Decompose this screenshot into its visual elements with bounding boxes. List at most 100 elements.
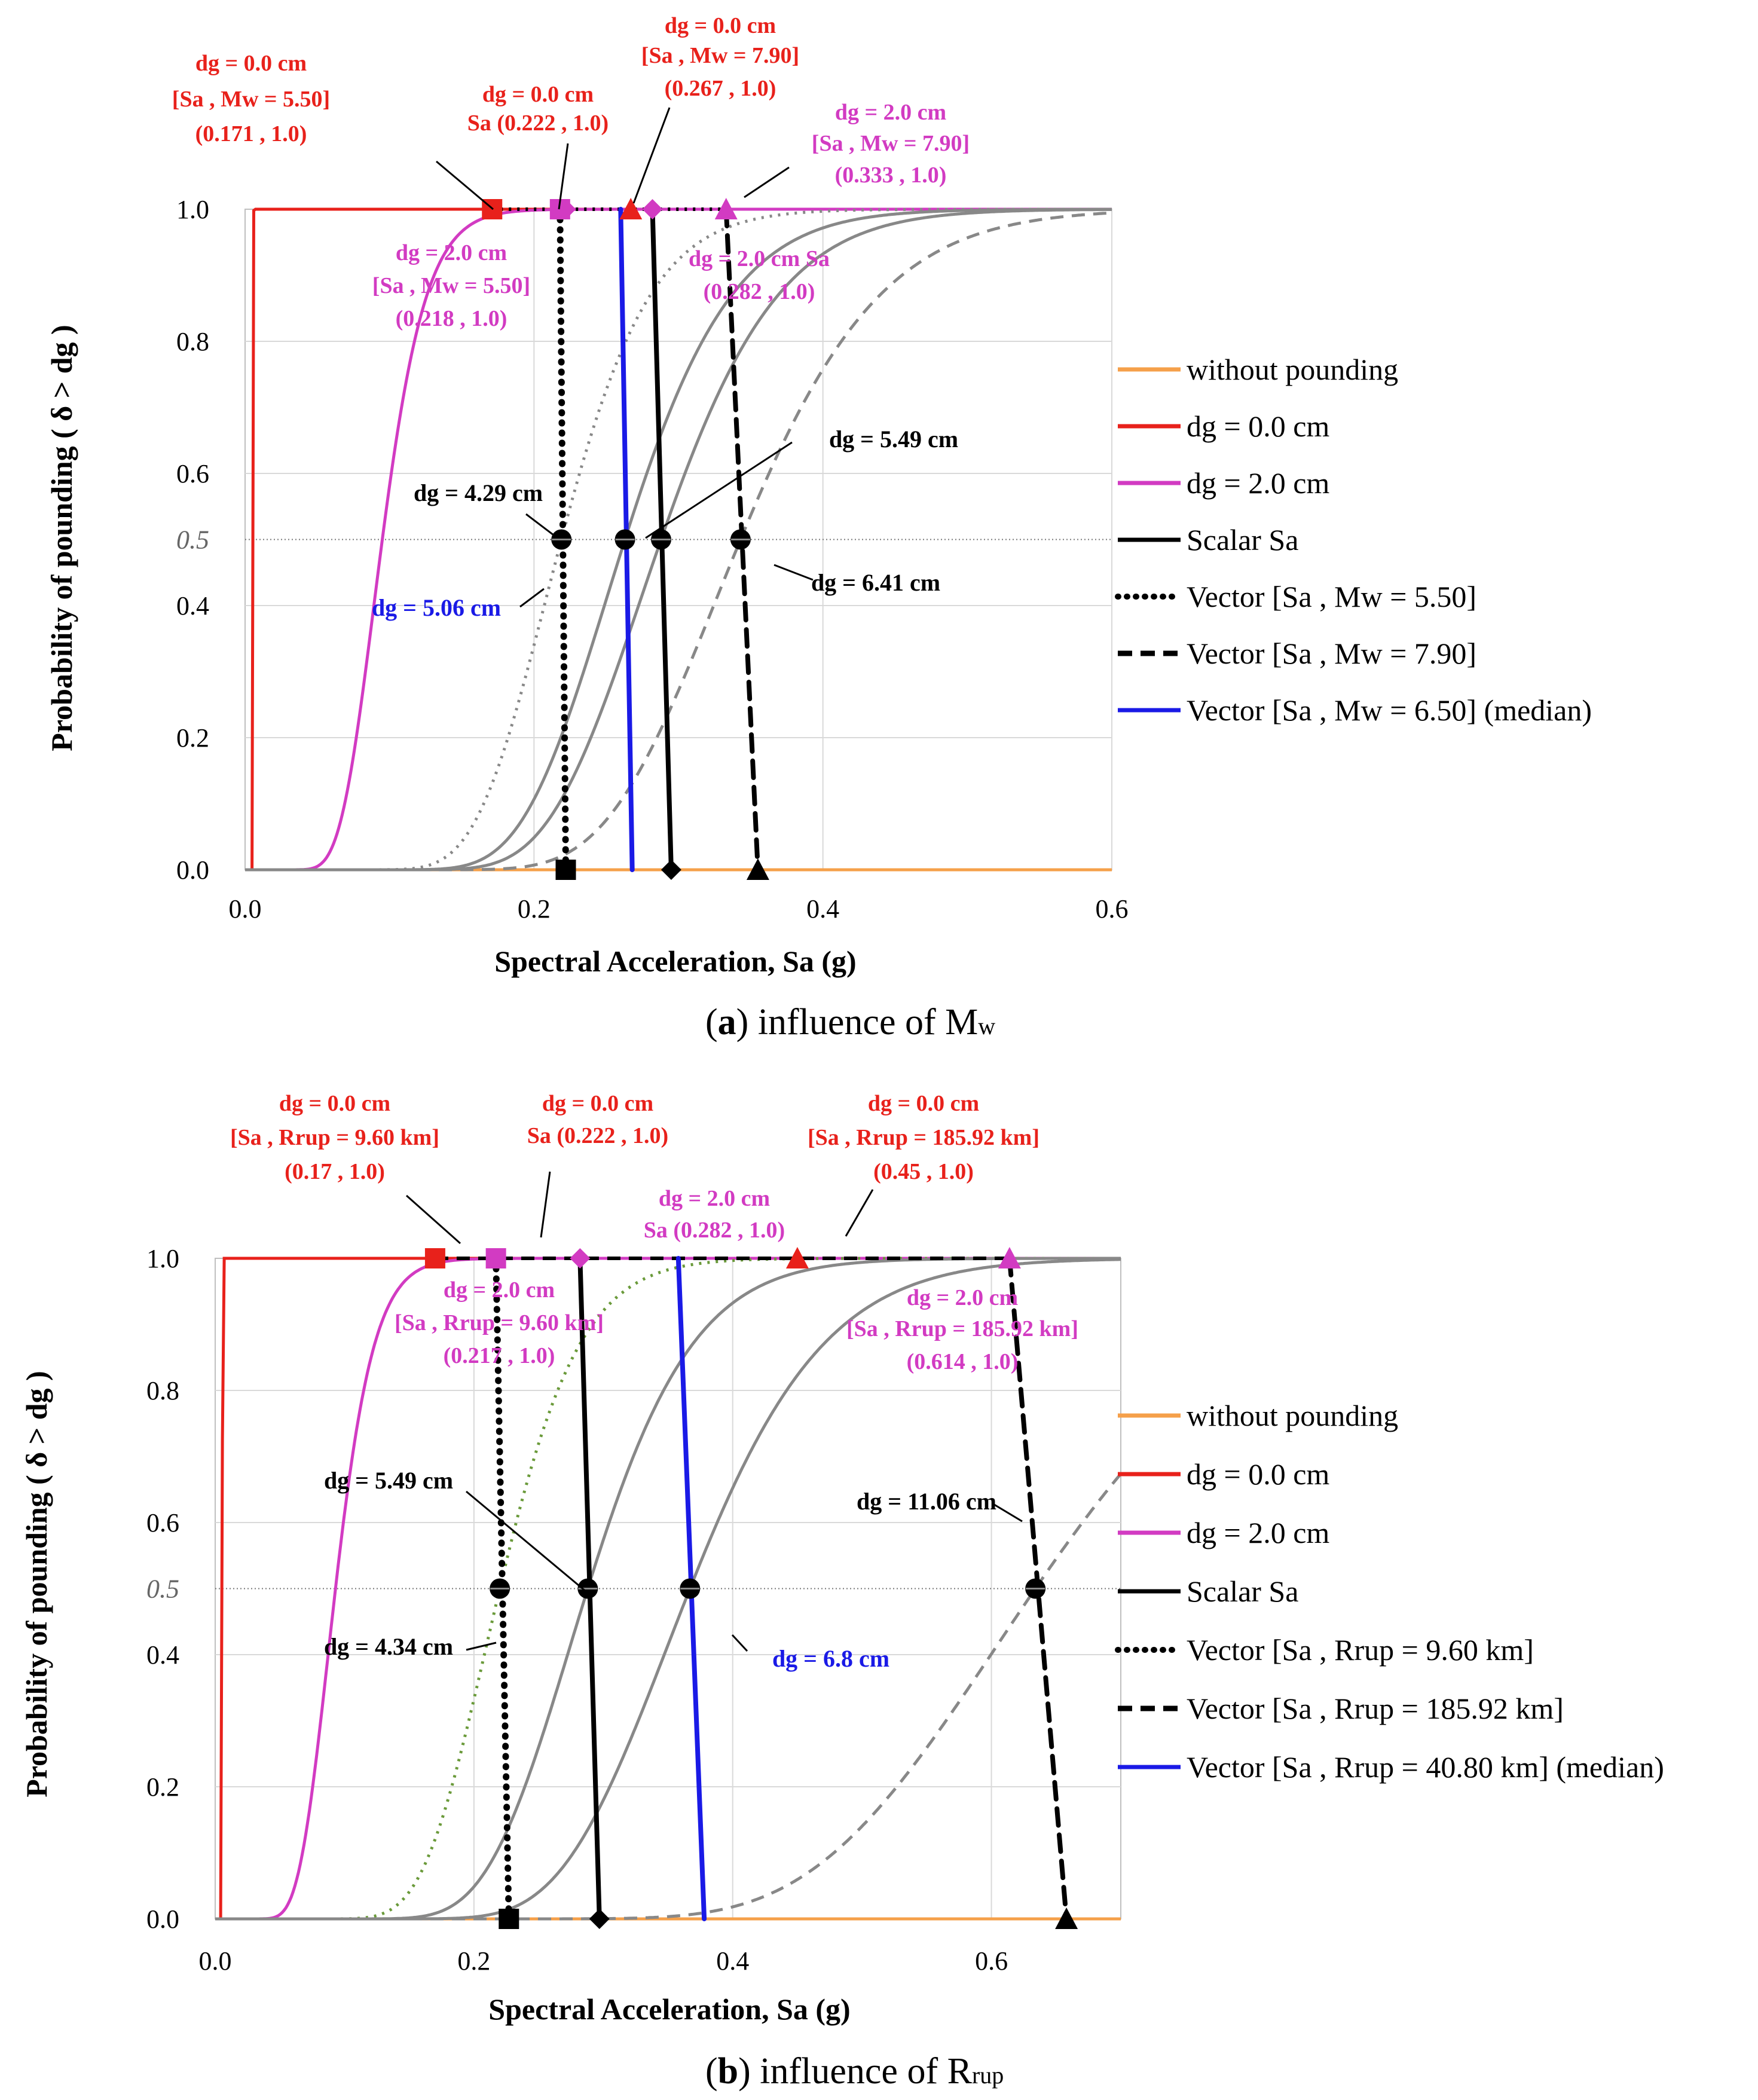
legend-label-3: Scalar Sa xyxy=(1187,1575,1298,1608)
legend-label-6: Vector [Sa , Mw = 6.50] (median) xyxy=(1187,693,1592,727)
legend-label-1: dg = 0.0 cm xyxy=(1187,409,1329,443)
top-marker-4 xyxy=(642,199,663,219)
top-marker-5 xyxy=(714,198,738,219)
annotation-leader-9 xyxy=(992,1502,1023,1523)
legend-label-3: Scalar Sa xyxy=(1187,523,1298,557)
bottom-marker-3 xyxy=(746,858,769,880)
annotation-leader-1 xyxy=(540,1171,551,1238)
annotation-2-line-1: [Sa , Mw = 7.90] xyxy=(641,43,799,68)
y-axis-title: Probability of pounding ( δ > dg ) xyxy=(20,1371,53,1797)
annotation-leader-9 xyxy=(773,564,814,581)
y-tick-label: 0.6 xyxy=(176,459,209,488)
annotation-0-line-0: dg = 0.0 cm xyxy=(195,51,307,76)
top-marker-2 xyxy=(570,1248,591,1268)
annotation-leader-3 xyxy=(744,166,790,198)
annotation-4-line-0: dg = 2.0 cm xyxy=(444,1277,555,1303)
y-tick-label: 0.5 xyxy=(176,525,209,555)
annotation-6-line-0: dg = 5.49 cm xyxy=(324,1467,453,1494)
legend-label-4: Vector [Sa , Mw = 5.50] xyxy=(1187,580,1476,613)
plot-area xyxy=(215,1256,1121,1921)
annotation-1-line-1: Sa (0.222 , 1.0) xyxy=(467,111,609,136)
caption-letter: a xyxy=(718,1002,736,1043)
fragility-curve-6 xyxy=(245,211,1112,872)
bottom-marker-1 xyxy=(589,1909,610,1929)
annotation-5-line-2: (0.614 , 1.0) xyxy=(907,1349,1019,1374)
legend-label-0: without pounding xyxy=(1187,353,1398,386)
annotation-0-line-2: (0.17 , 1.0) xyxy=(285,1159,385,1184)
annotation-leader-0 xyxy=(406,1194,461,1245)
annotation-9-line-0: dg = 6.41 cm xyxy=(811,569,940,596)
bottom-marker-0 xyxy=(555,860,576,880)
annotation-3-line-2: (0.333 , 1.0) xyxy=(835,163,947,188)
legend-label-2: dg = 2.0 cm xyxy=(1187,466,1329,500)
annotation-5-line-1: [Sa , Rrup = 185.92 km] xyxy=(846,1316,1078,1341)
annotation-5-line-0: dg = 2.0 cm Sa xyxy=(689,246,830,271)
y-tick-label: 0.4 xyxy=(176,591,209,620)
y-tick-label: 0.0 xyxy=(176,855,209,885)
chart-panel-a: 0.0 0.2 0.4 0.5 0.6 0.8 1.0 0.0 0.2 0.4 0.6 Spectra… xyxy=(45,13,1592,1043)
annotation-0-line-1: [Sa , Rrup = 9.60 km] xyxy=(230,1125,439,1150)
annotation-7-line-0: dg = 4.34 cm xyxy=(324,1633,453,1660)
annotation-7-line-0: dg = 5.06 cm xyxy=(372,594,501,621)
panel-caption: (b) influence of Rrup xyxy=(705,2051,1004,2092)
legend-label-1: dg = 0.0 cm xyxy=(1187,1457,1329,1491)
y-tick-label: 0.8 xyxy=(146,1376,179,1405)
legend-label-5: Vector [Sa , Mw = 7.90] xyxy=(1187,637,1476,670)
x-tick-label: 0.2 xyxy=(518,894,551,924)
top-marker-0 xyxy=(424,1248,445,1268)
annotation-3-line-0: dg = 2.0 cm xyxy=(835,100,946,125)
annotation-leader-8 xyxy=(645,441,793,539)
y-tick-label: 0.6 xyxy=(146,1508,179,1537)
legend-label-6: Vector [Sa , Rrup = 40.80 km] (median) xyxy=(1187,1750,1664,1784)
annotation-4-line-1: [Sa , Rrup = 9.60 km] xyxy=(395,1310,604,1335)
annotation-8-line-0: dg = 6.8 cm xyxy=(772,1645,889,1672)
annotation-4-line-2: (0.218 , 1.0) xyxy=(396,306,507,331)
x-tick-label: 0.0 xyxy=(199,1946,232,1976)
x-axis-title: Spectral Acceleration, Sa (g) xyxy=(494,944,856,978)
caption-text: influence of R xyxy=(760,2051,972,2092)
top-marker-2 xyxy=(555,199,576,219)
annotation-0-line-1: [Sa , Mw = 5.50] xyxy=(172,87,330,112)
caption-letter: b xyxy=(718,2051,738,2092)
fragility-curve-5 xyxy=(245,208,1112,872)
annotation-9-line-0: dg = 11.06 cm xyxy=(857,1488,996,1515)
annotation-1-line-0: dg = 0.0 cm xyxy=(482,82,594,107)
x-axis-title: Spectral Acceleration, Sa (g) xyxy=(488,1992,850,2026)
annotation-3-line-1: Sa (0.282 , 1.0) xyxy=(644,1218,785,1243)
annotation-5-line-1: (0.282 , 1.0) xyxy=(704,279,815,304)
annotation-2-line-2: (0.45 , 1.0) xyxy=(873,1159,974,1184)
caption-text: influence of M xyxy=(758,1002,978,1043)
annotation-leader-0 xyxy=(436,160,494,210)
y-tick-label: 1.0 xyxy=(176,195,209,224)
annotation-5-line-0: dg = 2.0 cm xyxy=(907,1285,1018,1310)
annotation-4-line-0: dg = 2.0 cm xyxy=(396,240,507,265)
annotation-leader-6 xyxy=(466,1490,586,1592)
y-tick-label: 0.0 xyxy=(146,1905,179,1934)
annotation-3-line-1: [Sa , Mw = 7.90] xyxy=(812,131,970,156)
legend-label-5: Vector [Sa , Rrup = 185.92 km] xyxy=(1187,1692,1564,1725)
annotation-1-line-1: Sa (0.222 , 1.0) xyxy=(527,1123,668,1148)
y-tick-label: 0.2 xyxy=(146,1772,179,1802)
annotation-3-line-0: dg = 2.0 cm xyxy=(659,1186,770,1211)
x-tick-label: 0.2 xyxy=(457,1946,490,1976)
y-tick-label: 1.0 xyxy=(146,1244,179,1273)
top-marker-4 xyxy=(998,1247,1021,1268)
caption-subscript: w xyxy=(978,1013,995,1040)
legend-label-2: dg = 2.0 cm xyxy=(1187,1516,1329,1549)
top-marker-1 xyxy=(485,1248,506,1268)
annotation-leader-2 xyxy=(632,107,671,204)
annotation-2-line-0: dg = 0.0 cm xyxy=(868,1091,979,1116)
y-tick-label: 0.8 xyxy=(176,327,209,356)
y-tick-label: 0.2 xyxy=(176,723,209,753)
annotation-leader-6 xyxy=(525,513,557,538)
annotation-2-line-2: (0.267 , 1.0) xyxy=(665,76,776,101)
x-tick-label: 0.6 xyxy=(1096,894,1129,924)
y-axis-title: Probability of pounding ( δ > dg ) xyxy=(45,325,78,751)
annotation-leader-2 xyxy=(845,1189,874,1237)
plot-area xyxy=(245,207,1112,872)
annotation-leader-8 xyxy=(731,1634,748,1652)
annotation-leader-7 xyxy=(519,588,545,608)
legend-label-4: Vector [Sa , Rrup = 9.60 km] xyxy=(1187,1633,1534,1667)
bottom-marker-2 xyxy=(661,860,681,880)
